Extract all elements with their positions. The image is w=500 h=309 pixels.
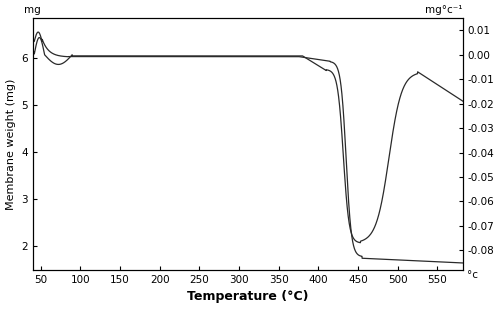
- Text: mg: mg: [24, 6, 40, 15]
- Y-axis label: Membrane weight (mg): Membrane weight (mg): [6, 78, 16, 210]
- Text: °c: °c: [467, 270, 478, 280]
- Text: mg°c⁻¹: mg°c⁻¹: [426, 6, 463, 15]
- X-axis label: Temperature (°C): Temperature (°C): [187, 290, 308, 303]
